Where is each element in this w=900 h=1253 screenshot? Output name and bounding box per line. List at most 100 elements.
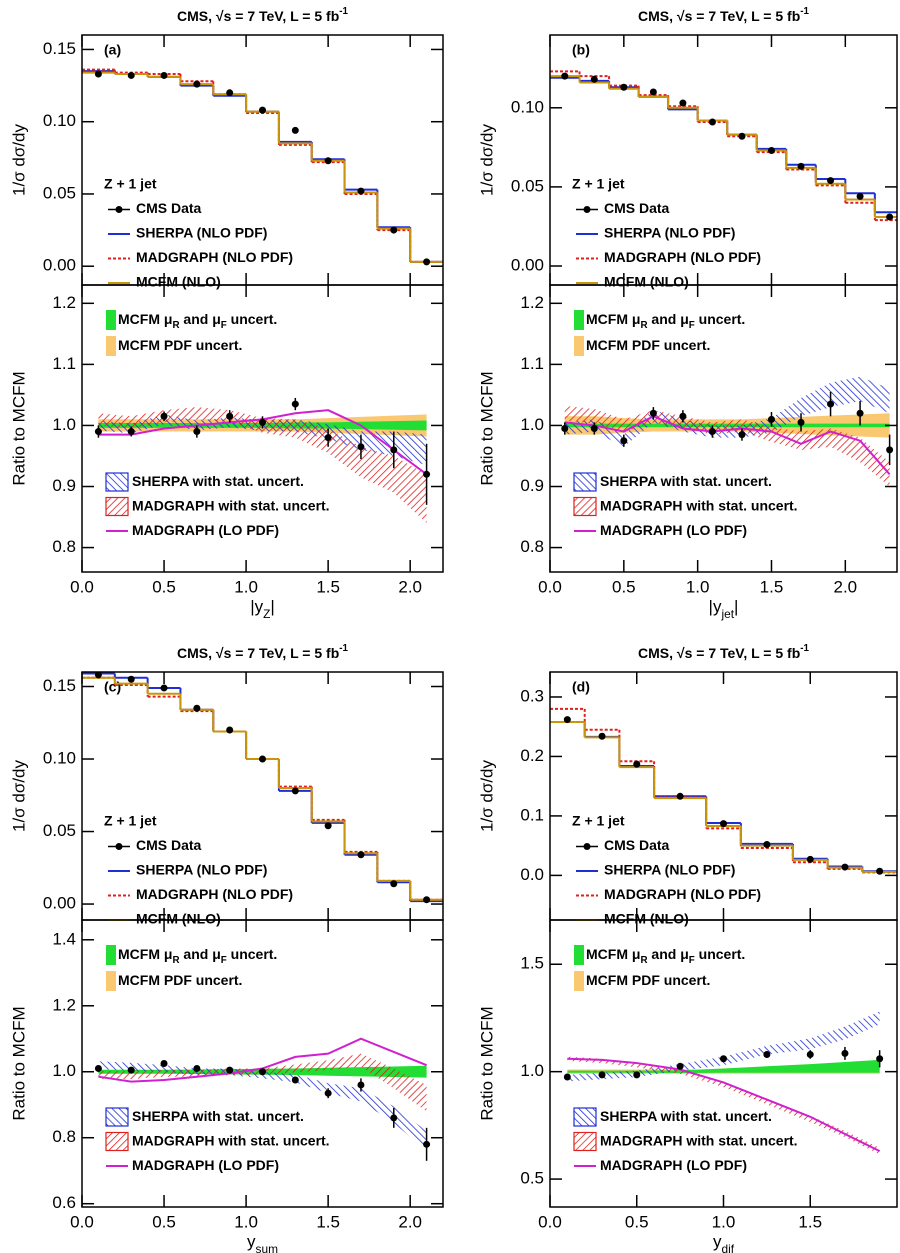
legend-label: MCFM PDF uncert. bbox=[586, 337, 710, 353]
hatched-band bbox=[98, 1053, 427, 1112]
y-tick-label: 0.05 bbox=[43, 183, 76, 202]
legend-label: MADGRAPH with stat. uncert. bbox=[132, 497, 330, 513]
y-tick-label: 1.0 bbox=[520, 1061, 544, 1080]
y-tick-label: 1.0 bbox=[52, 1061, 76, 1080]
legend-label: MADGRAPH with stat. uncert. bbox=[600, 1132, 798, 1148]
y-tick-label: 0.6 bbox=[52, 1193, 76, 1212]
data-point bbox=[738, 431, 746, 439]
legend-title: Z + 1 jet bbox=[572, 813, 625, 829]
text-part: |y bbox=[709, 597, 722, 616]
data-point bbox=[160, 71, 168, 79]
text-part: R bbox=[640, 955, 647, 966]
x-tick-label: 2.0 bbox=[398, 1212, 422, 1231]
legend-symbol bbox=[105, 1131, 129, 1152]
legend-label: CMS Data bbox=[136, 200, 202, 216]
data-point bbox=[357, 187, 365, 195]
legend-label: MCFM μR and μF uncert. bbox=[118, 311, 277, 331]
legend-symbol bbox=[583, 843, 591, 850]
legend-label: MADGRAPH with stat. uncert. bbox=[132, 1132, 330, 1148]
legend-symbol bbox=[574, 336, 584, 356]
data-point bbox=[708, 118, 716, 126]
legend-symbol bbox=[115, 843, 123, 850]
data-point bbox=[763, 1050, 771, 1058]
y-tick-label: 0.10 bbox=[511, 97, 544, 116]
legend-label: CMS Data bbox=[604, 837, 670, 853]
data-point bbox=[390, 226, 398, 234]
data-point bbox=[94, 70, 102, 78]
legend-label: SHERPA with stat. uncert. bbox=[600, 473, 772, 489]
text-part: jet bbox=[720, 607, 734, 621]
data-point bbox=[259, 106, 266, 114]
text-part: SHERPA with stat. uncert. bbox=[600, 473, 772, 489]
data-point bbox=[423, 1140, 431, 1148]
y-tick-label: 1.1 bbox=[52, 354, 76, 373]
text-part: F bbox=[221, 320, 227, 331]
text-part: MADGRAPH (LO PDF) bbox=[600, 522, 747, 538]
x-tick-label: 0.0 bbox=[70, 1212, 94, 1231]
data-point bbox=[94, 1064, 102, 1072]
text-part: SHERPA with stat. uncert. bbox=[132, 1108, 304, 1124]
plot-area bbox=[563, 1011, 884, 1155]
y-tick-label: 0.2 bbox=[520, 746, 544, 765]
data-point bbox=[767, 147, 775, 155]
data-point bbox=[720, 820, 727, 828]
text-part: sum bbox=[256, 1242, 279, 1253]
y-tick-label: 0.8 bbox=[52, 537, 76, 556]
legend-label: MCFM (NLO) bbox=[604, 911, 689, 927]
data-point bbox=[827, 400, 835, 408]
legend-symbol bbox=[115, 206, 123, 213]
text-part: CMS, √s = 7 TeV, L = 5 fb bbox=[638, 645, 800, 661]
data-point bbox=[226, 412, 234, 420]
y-tick-label: 0.10 bbox=[43, 749, 76, 768]
x-tick-label: 0.5 bbox=[152, 577, 176, 596]
y-axis-label: 1/σ dσ/dy bbox=[9, 759, 28, 832]
data-point bbox=[291, 787, 299, 795]
text-part: MADGRAPH with stat. uncert. bbox=[600, 1132, 798, 1148]
data-point bbox=[620, 437, 628, 445]
y-tick-label: 0.9 bbox=[520, 476, 544, 495]
legend-symbol bbox=[573, 1107, 597, 1127]
data-point bbox=[708, 428, 716, 436]
y-tick-label: 0.00 bbox=[43, 894, 76, 913]
y-tick-label: 0.5 bbox=[520, 1169, 544, 1188]
legend-symbol bbox=[574, 945, 584, 965]
y-tick-label: 1.0 bbox=[52, 415, 76, 434]
y-tick-label: 0.9 bbox=[52, 476, 76, 495]
plot-frame bbox=[81, 284, 444, 573]
panel-label: (c) bbox=[104, 679, 121, 695]
y-tick-label: 0.15 bbox=[43, 676, 76, 695]
data-point bbox=[94, 672, 102, 679]
data-point bbox=[259, 418, 266, 426]
legend-label: MCFM μR and μF uncert. bbox=[586, 946, 745, 966]
data-point bbox=[797, 418, 805, 426]
legend-symbol bbox=[574, 971, 584, 991]
data-point bbox=[160, 1060, 168, 1067]
plot-area bbox=[82, 672, 443, 904]
hatched-band bbox=[564, 405, 890, 487]
text-part: MCFM μ bbox=[118, 946, 172, 962]
data-point bbox=[259, 755, 266, 763]
text-part: MADGRAPH (LO PDF) bbox=[600, 1157, 747, 1173]
legend-label: SHERPA (NLO PDF) bbox=[136, 862, 267, 878]
y-axis-label: Ratio to MCFM bbox=[9, 371, 28, 485]
x-tick-label: 1.5 bbox=[316, 577, 340, 596]
text-part: SHERPA with stat. uncert. bbox=[600, 1108, 772, 1124]
data-point bbox=[876, 1055, 884, 1063]
text-part: |y bbox=[250, 597, 263, 616]
x-tick-label: 1.5 bbox=[316, 1212, 340, 1231]
plot-area bbox=[94, 1037, 431, 1161]
text-part: MCFM μ bbox=[586, 946, 640, 962]
data-point bbox=[259, 1068, 266, 1076]
y-tick-label: 1.2 bbox=[52, 293, 76, 312]
text-part: and μ bbox=[648, 946, 689, 962]
legend-label: MADGRAPH (NLO PDF) bbox=[136, 249, 293, 265]
data-point bbox=[226, 89, 234, 97]
text-part: | bbox=[270, 597, 274, 616]
text-part: R bbox=[172, 955, 179, 966]
x-tick-label: 0.5 bbox=[612, 577, 636, 596]
data-point bbox=[856, 409, 864, 417]
y-axis-label: Ratio to MCFM bbox=[477, 371, 496, 485]
ratio-line bbox=[564, 415, 891, 475]
text-part: MCFM μ bbox=[586, 311, 640, 327]
